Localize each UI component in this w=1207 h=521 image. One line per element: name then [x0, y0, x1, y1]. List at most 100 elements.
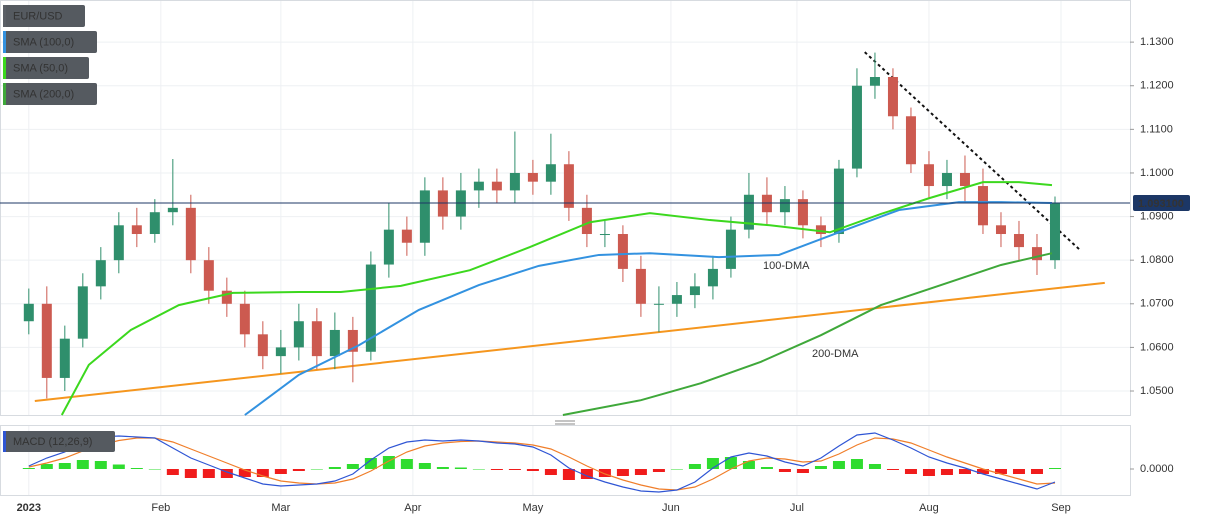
candle-body	[725, 229, 736, 269]
last-price-box	[1133, 195, 1190, 212]
histogram-bar	[130, 468, 143, 469]
candle-body	[365, 264, 376, 352]
x-tick-label: May	[523, 502, 544, 514]
candle-body	[509, 172, 520, 191]
histogram-bar	[904, 469, 917, 474]
histogram-bar	[814, 466, 827, 469]
candle-body	[959, 172, 970, 187]
last-price-label: 1.093100	[1138, 198, 1184, 210]
histogram-bar	[562, 469, 575, 480]
histogram-bar	[40, 464, 53, 469]
candle-body	[185, 207, 196, 261]
histogram-bar	[1012, 469, 1025, 474]
y-tick-label: 1.0900	[1140, 210, 1174, 222]
histogram-bar	[94, 461, 107, 469]
indicator-label: MACD (12,26,9)	[13, 436, 92, 448]
candle-body	[833, 168, 844, 235]
candle-body	[707, 268, 718, 287]
candle-body	[311, 321, 322, 357]
candle-body	[977, 186, 988, 226]
candle-body	[149, 212, 160, 235]
y-tick-label: 1.1300	[1140, 36, 1174, 48]
histogram-bar	[58, 463, 71, 469]
candle-body	[203, 260, 214, 291]
indicator-swatch	[3, 431, 6, 452]
candle-body	[653, 303, 664, 305]
candle-body	[383, 229, 394, 265]
histogram-bar	[346, 464, 359, 469]
legend-swatch	[3, 57, 6, 79]
x-tick-label: Mar	[271, 502, 290, 514]
candle-body	[113, 225, 124, 261]
candle-body	[527, 172, 538, 182]
histogram-bar	[292, 469, 305, 471]
trendline	[34, 281, 1105, 403]
x-tick-label: Feb	[151, 502, 170, 514]
x-tick-label: Apr	[404, 502, 421, 514]
histogram-bar	[922, 469, 935, 476]
candle-body	[347, 329, 358, 352]
candle-body	[419, 190, 430, 243]
candle-body	[671, 295, 682, 304]
histogram-bar	[22, 468, 35, 469]
candle-body	[401, 229, 412, 243]
y-tick-label: 1.0800	[1140, 254, 1174, 266]
y-tick-label: 1.0500	[1140, 385, 1174, 397]
candle-body	[1031, 247, 1042, 261]
histogram-bar	[724, 457, 737, 469]
candle-body	[275, 347, 286, 357]
histogram-bar	[310, 469, 323, 470]
histogram-bar	[472, 469, 485, 470]
legend-box	[3, 57, 89, 79]
candle-body	[869, 77, 880, 86]
candle-body	[23, 303, 34, 322]
legend-label: SMA (200,0)	[13, 88, 74, 100]
candle-body	[293, 321, 304, 348]
histogram-bar	[508, 469, 521, 470]
legend-swatch	[3, 83, 6, 105]
histogram-bar	[580, 469, 593, 479]
candle-body	[41, 303, 52, 378]
histogram-bar	[616, 469, 629, 476]
legend-label: SMA (100,0)	[13, 36, 74, 48]
histogram-bar	[526, 469, 539, 471]
candle-body	[851, 85, 862, 169]
legend-swatch	[3, 31, 6, 53]
candle-body	[95, 260, 106, 287]
signal-line	[28, 437, 1056, 491]
candle-body	[779, 199, 790, 213]
candle-body	[887, 77, 898, 117]
histogram-bar	[760, 467, 773, 469]
histogram-bar	[796, 469, 809, 473]
candle-body	[635, 268, 646, 304]
histogram-bar	[328, 467, 341, 469]
histogram-bar	[994, 469, 1007, 474]
histogram-bar	[112, 464, 125, 469]
histogram-bar	[544, 469, 557, 475]
histogram-bar	[652, 469, 665, 472]
histogram-bar	[670, 469, 683, 470]
histogram-bar	[454, 467, 467, 469]
legend-swatch	[3, 5, 6, 27]
histogram-bar	[940, 469, 953, 475]
histogram-bar	[688, 464, 701, 469]
histogram-bar	[832, 461, 845, 469]
histogram-bar	[886, 469, 899, 470]
macd-panel-frame	[0, 425, 1131, 496]
histogram-bar	[184, 469, 197, 478]
legend-label: SMA (50,0)	[13, 62, 68, 74]
histogram-bar	[274, 469, 287, 474]
candle-body	[491, 181, 502, 191]
candle-body	[1013, 234, 1024, 248]
y-tick-label: 0.0000	[1140, 463, 1174, 475]
histogram-bar	[976, 469, 989, 474]
candle-body	[599, 234, 610, 236]
legend-label: EUR/USD	[13, 10, 63, 22]
y-tick-label: 1.1200	[1140, 80, 1174, 92]
y-tick-label: 1.1100	[1140, 123, 1173, 135]
sma-line	[60, 181, 1053, 416]
histogram-bar	[706, 458, 719, 469]
histogram-bar	[220, 469, 233, 478]
candle-body	[941, 172, 952, 187]
